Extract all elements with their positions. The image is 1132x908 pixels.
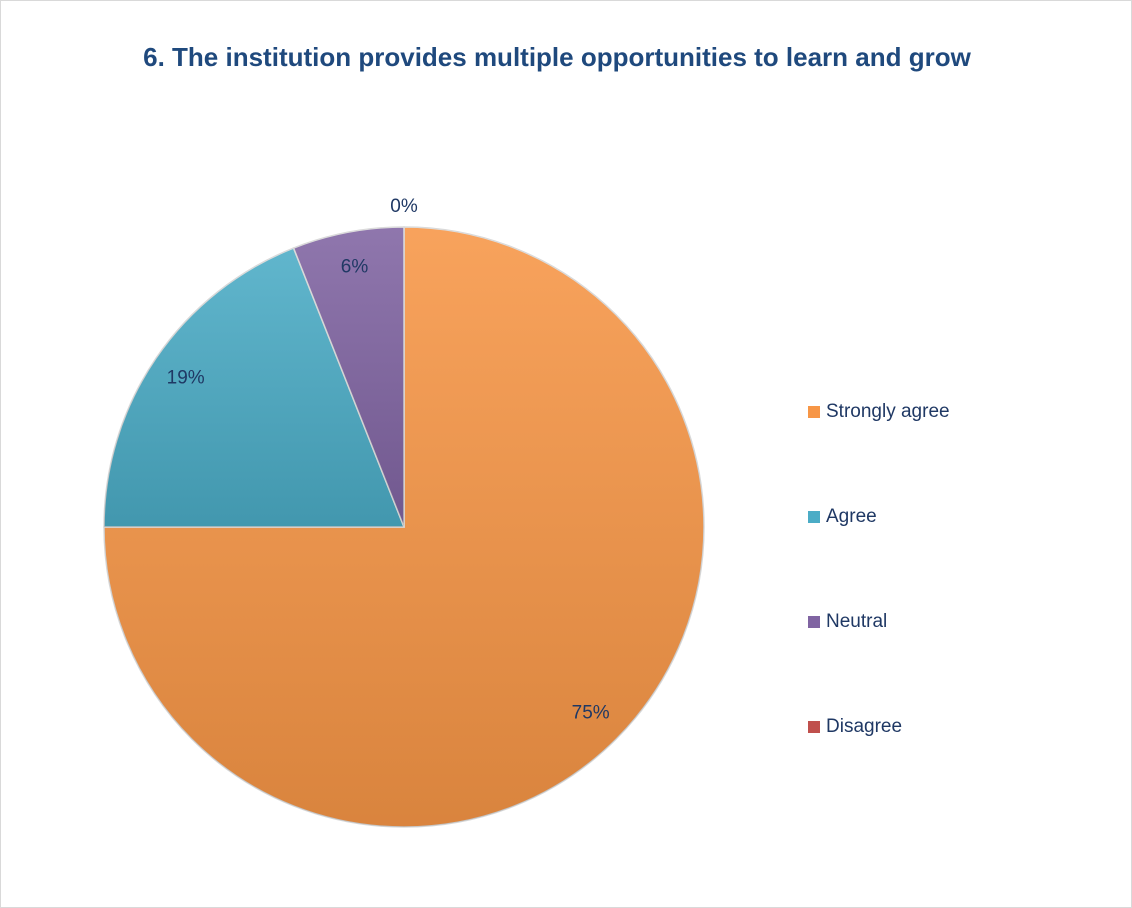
data-label: 19%	[167, 368, 205, 389]
data-label: 75%	[572, 703, 610, 724]
legend-swatch	[808, 511, 820, 523]
legend-swatch	[808, 616, 820, 628]
legend-swatch	[808, 721, 820, 733]
data-label: 6%	[341, 257, 369, 278]
data-label: 0%	[390, 196, 418, 217]
legend-label: Disagree	[826, 716, 902, 737]
chart-title: 6. The institution provides multiple opp…	[143, 42, 971, 72]
legend-label: Agree	[826, 506, 877, 527]
legend-label: Strongly agree	[826, 401, 950, 422]
legend-swatch	[808, 406, 820, 418]
legend-label: Neutral	[826, 611, 887, 632]
